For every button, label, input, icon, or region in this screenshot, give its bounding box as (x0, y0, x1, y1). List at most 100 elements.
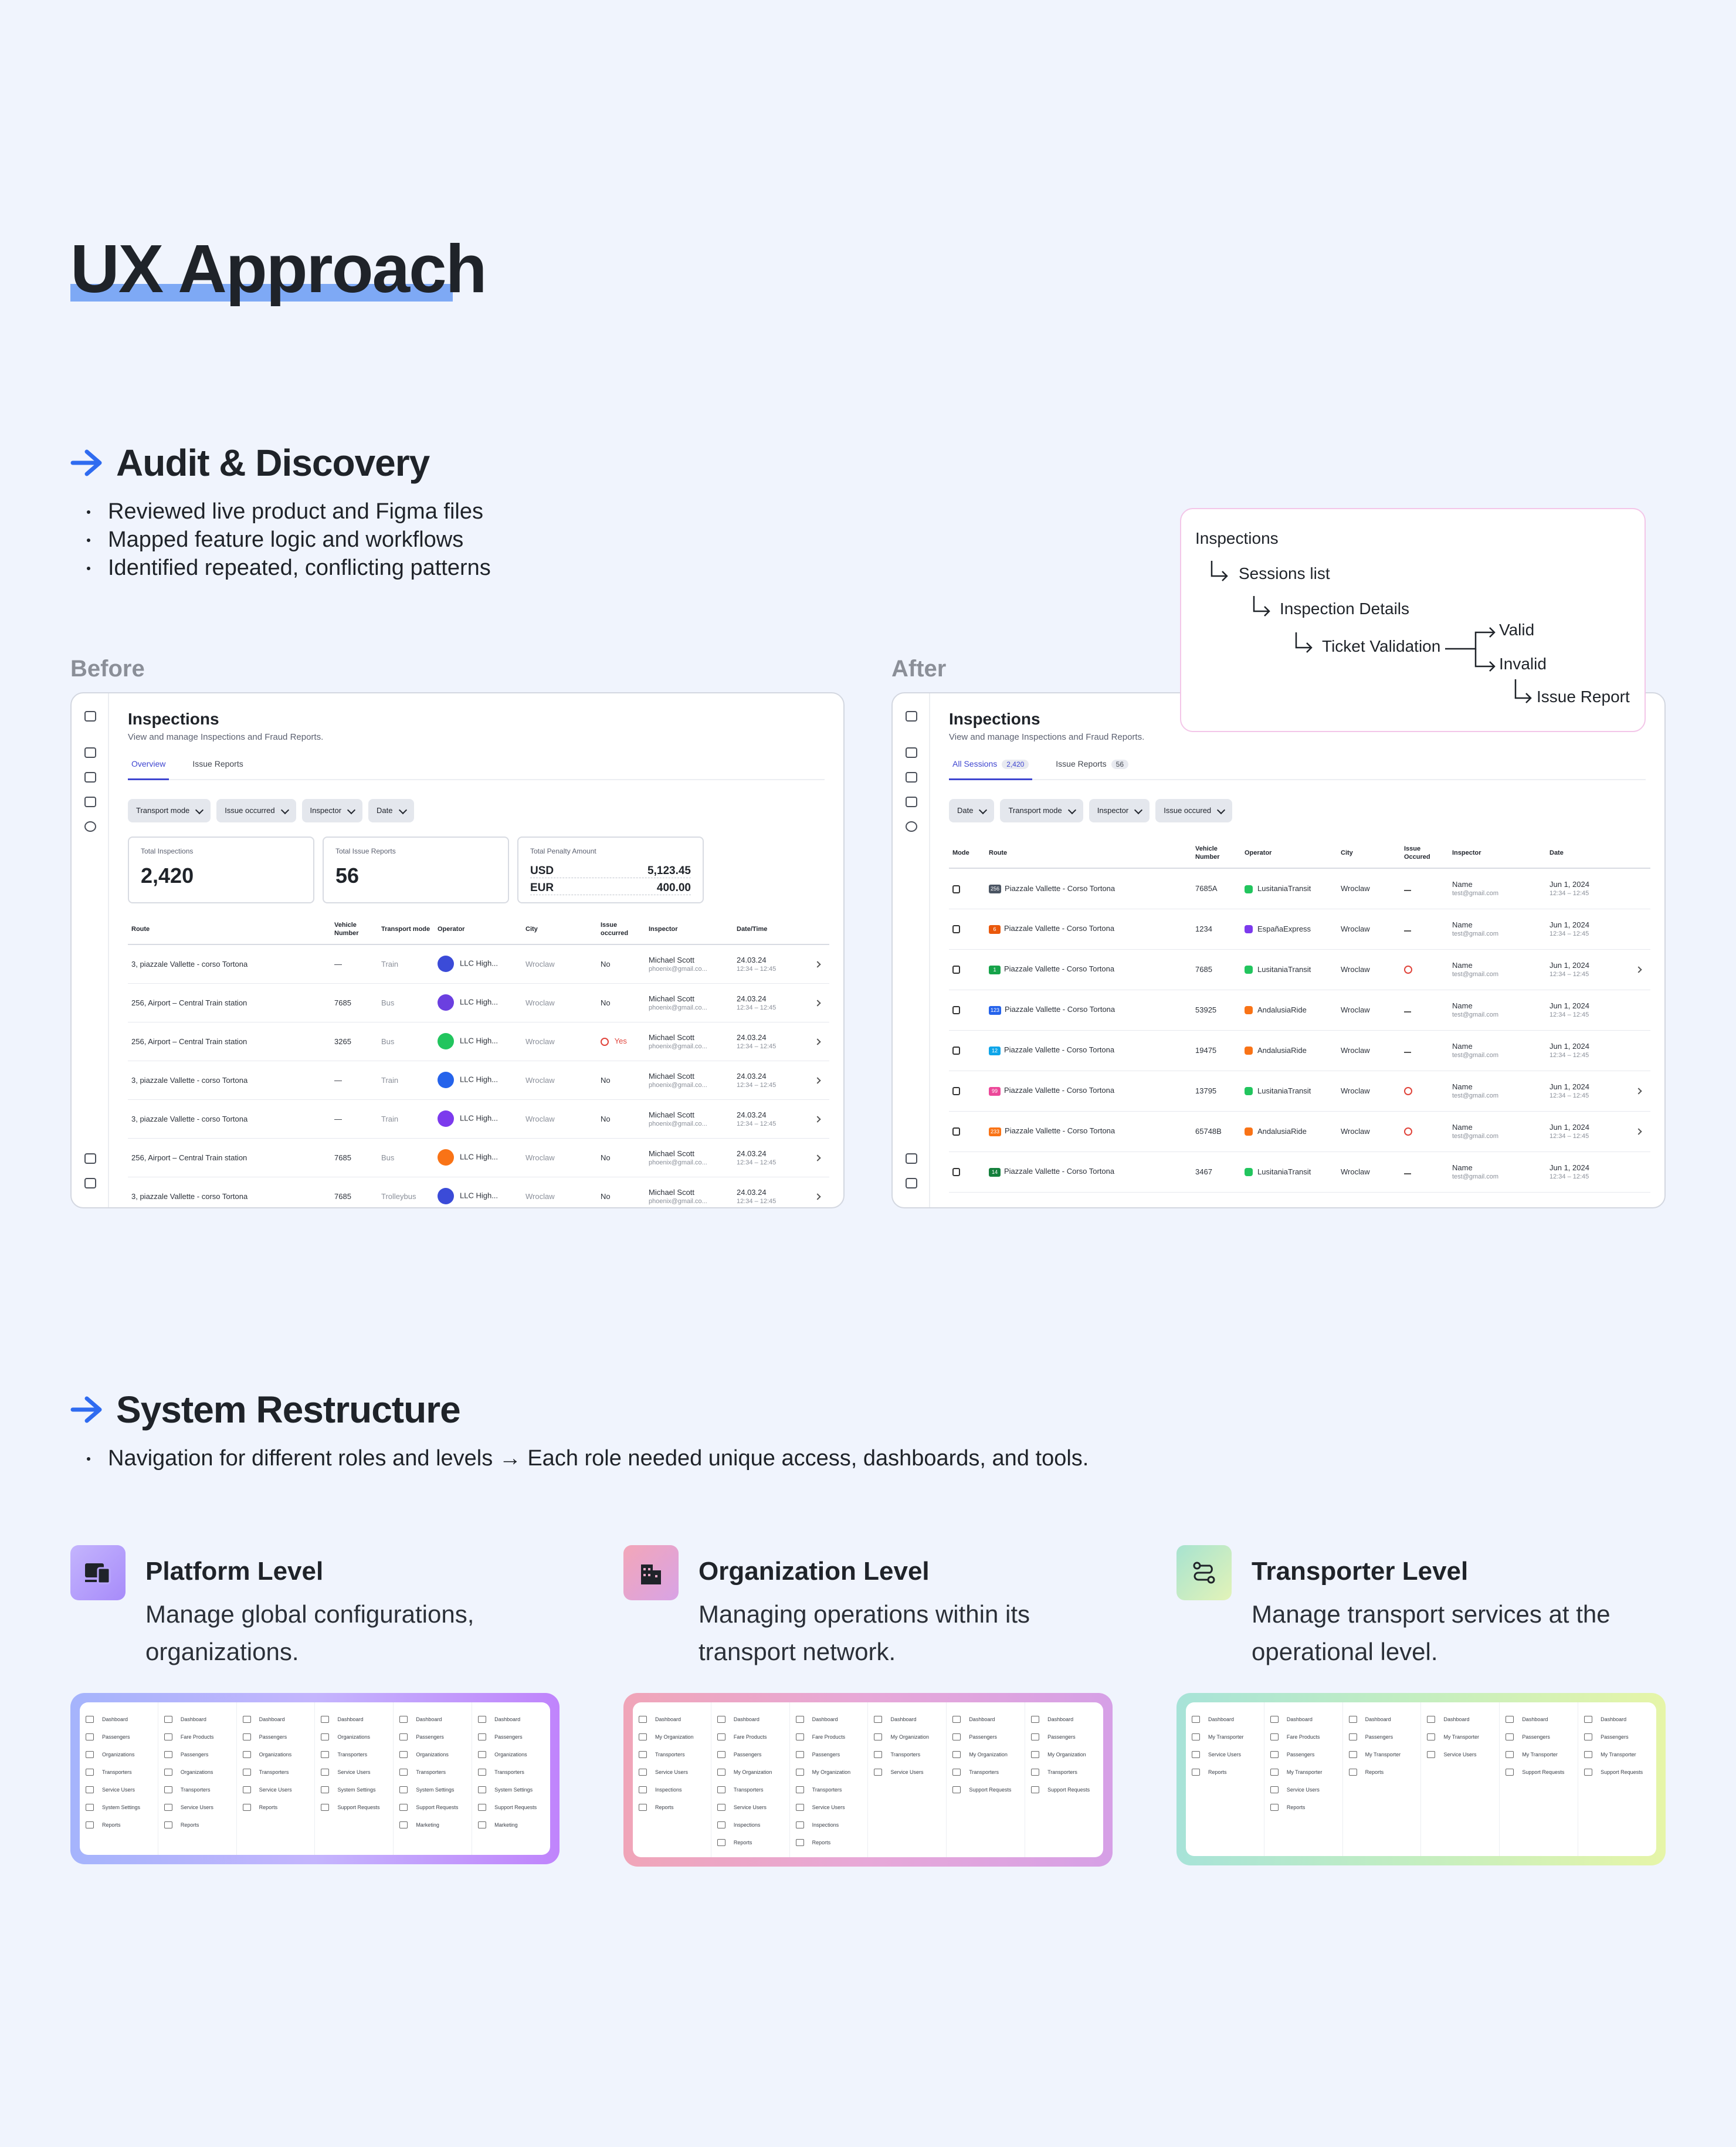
cell-action[interactable] (812, 1177, 829, 1207)
cell-action[interactable] (812, 1099, 829, 1139)
nav-item[interactable]: My Organization (1031, 1746, 1097, 1763)
nav-item[interactable]: Reports (164, 1816, 230, 1834)
chevron-right-icon[interactable] (1635, 1088, 1642, 1095)
users-icon[interactable] (906, 797, 917, 807)
chevron-right-icon[interactable] (814, 1193, 821, 1200)
nav-item[interactable]: Support Requests (1506, 1763, 1572, 1781)
profile-icon[interactable] (84, 1153, 96, 1164)
nav-item[interactable]: Dashboard (639, 1711, 705, 1728)
nav-item[interactable]: Reports (243, 1799, 309, 1816)
nav-item[interactable]: Passengers (1031, 1728, 1097, 1746)
nav-item[interactable]: Dashboard (164, 1711, 230, 1728)
users-icon[interactable] (84, 797, 96, 807)
nav-item[interactable]: Support Requests (321, 1799, 387, 1816)
nav-item[interactable]: System Settings (478, 1781, 544, 1799)
table-row[interactable]: 3, piazzale Vallette - corso Tortona — Tra… (128, 1061, 829, 1100)
filter-issue-occured[interactable]: Issue occured (1155, 799, 1233, 822)
nav-item[interactable]: Service Users (1192, 1746, 1258, 1763)
inspections-icon[interactable] (84, 821, 96, 832)
nav-item[interactable]: Dashboard (1192, 1711, 1258, 1728)
nav-item[interactable]: Reports (1192, 1763, 1258, 1781)
filter-inspector[interactable]: Inspector (301, 799, 363, 822)
nav-item[interactable]: Transporters (243, 1763, 309, 1781)
cell-action[interactable] (1633, 868, 1650, 909)
tab-all-sessions[interactable]: All Sessions 2,420 (949, 759, 1033, 780)
nav-item[interactable]: Dashboard (1427, 1711, 1493, 1728)
nav-item[interactable]: Transporters (1031, 1763, 1097, 1781)
cell-action[interactable] (1633, 909, 1650, 950)
devices-icon[interactable] (906, 747, 917, 758)
cell-action[interactable] (1633, 1030, 1650, 1071)
table-row[interactable]: 256, Airport – Central Train station 7685… (128, 1138, 829, 1177)
nav-item[interactable]: Marketing (399, 1816, 466, 1834)
nav-item[interactable]: Service Users (243, 1781, 309, 1799)
nav-item[interactable]: Service Users (86, 1781, 152, 1799)
nav-item[interactable]: Reports (639, 1799, 705, 1816)
profile-icon[interactable] (906, 1153, 917, 1164)
nav-item[interactable]: Dashboard (1031, 1711, 1097, 1728)
nav-item[interactable]: Transporters (796, 1781, 862, 1799)
nav-item[interactable]: Organizations (478, 1746, 544, 1763)
nav-item[interactable]: Reports (86, 1816, 152, 1834)
nav-item[interactable]: Transporters (952, 1763, 1019, 1781)
table-row[interactable]: 3, piazzale Vallette - corso Tortona — Tra… (128, 944, 829, 984)
chevron-right-icon[interactable] (814, 1076, 821, 1084)
table-row[interactable]: 233 Piazzale Vallette - Corso Tortona 6574… (949, 1111, 1650, 1152)
nav-item[interactable]: Fare Products (796, 1728, 862, 1746)
table-row[interactable]: 12 Piazzale Vallette - Corso Tortona 19475… (949, 1030, 1650, 1071)
nav-item[interactable]: Passengers (1584, 1728, 1650, 1746)
collapse-icon[interactable] (906, 711, 917, 722)
nav-item[interactable]: Service Users (639, 1763, 705, 1781)
cell-action[interactable] (812, 1138, 829, 1177)
building-icon[interactable] (906, 772, 917, 783)
nav-item[interactable]: Passengers (86, 1728, 152, 1746)
chevron-right-icon[interactable] (1635, 966, 1642, 973)
cell-action[interactable] (1633, 990, 1650, 1031)
nav-item[interactable]: Organizations (164, 1763, 230, 1781)
cell-action[interactable] (812, 944, 829, 984)
nav-item[interactable]: Fare Products (717, 1728, 784, 1746)
nav-item[interactable]: Organizations (399, 1746, 466, 1763)
table-row[interactable]: 3, piazzale Vallette - corso Tortona — Tra… (128, 1099, 829, 1139)
nav-item[interactable]: Passengers (717, 1746, 784, 1763)
filter-transport-mode[interactable]: Transport mode (128, 799, 211, 822)
cell-action[interactable] (1633, 1192, 1650, 1207)
nav-item[interactable]: Passengers (164, 1746, 230, 1763)
nav-item[interactable]: Support Requests (478, 1799, 544, 1816)
nav-item[interactable]: Support Requests (1031, 1781, 1097, 1799)
inspections-icon[interactable] (906, 821, 917, 832)
nav-item[interactable]: Service Users (321, 1763, 387, 1781)
table-row[interactable]: 99 Piazzale Vallette - Corso Tortona 13795… (949, 1071, 1650, 1112)
nav-item[interactable]: My Transporter (1427, 1728, 1493, 1746)
nav-item[interactable]: System Settings (86, 1799, 152, 1816)
table-row[interactable]: 256 Piazzale Vallette - Corso Tortona 7685… (949, 868, 1650, 909)
nav-item[interactable]: Inspections (639, 1781, 705, 1799)
filter-date[interactable]: Date (949, 799, 995, 822)
nav-item[interactable]: Dashboard (1349, 1711, 1415, 1728)
table-row[interactable]: 3, piazzale Vallette - corso Tortona 7685… (128, 1177, 829, 1207)
nav-item[interactable]: Organizations (243, 1746, 309, 1763)
nav-item[interactable]: Passengers (399, 1728, 466, 1746)
nav-item[interactable]: Dashboard (86, 1711, 152, 1728)
table-row[interactable]: 6 Piazzale Vallette - Corso Tortona 1234 Es… (949, 909, 1650, 950)
cell-action[interactable] (1633, 949, 1650, 990)
nav-item[interactable]: Transporters (86, 1763, 152, 1781)
nav-item[interactable]: Passengers (1349, 1728, 1415, 1746)
nav-item[interactable]: Support Requests (399, 1799, 466, 1816)
nav-item[interactable]: System Settings (399, 1781, 466, 1799)
logout-icon[interactable] (906, 1178, 917, 1188)
nav-item[interactable]: Passengers (952, 1728, 1019, 1746)
nav-item[interactable]: Inspections (796, 1816, 862, 1834)
nav-item[interactable]: Fare Products (1270, 1728, 1337, 1746)
nav-item[interactable]: Dashboard (796, 1711, 862, 1728)
cell-action[interactable] (812, 1061, 829, 1100)
nav-item[interactable]: Marketing (478, 1816, 544, 1834)
chevron-right-icon[interactable] (814, 1038, 821, 1045)
nav-item[interactable]: System Settings (321, 1781, 387, 1799)
nav-item[interactable]: Service Users (874, 1763, 940, 1781)
nav-item[interactable]: Dashboard (952, 1711, 1019, 1728)
table-row[interactable]: 256, Airport – Central Train station 3265… (128, 1022, 829, 1061)
table-row[interactable]: 14 Piazzale Vallette - Corso Tortona 3467 L… (949, 1152, 1650, 1193)
nav-item[interactable]: Passengers (1270, 1746, 1337, 1763)
logout-icon[interactable] (84, 1178, 96, 1188)
